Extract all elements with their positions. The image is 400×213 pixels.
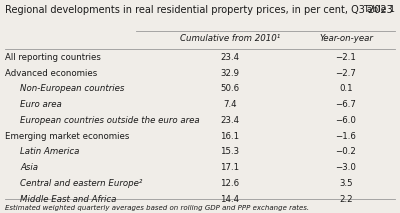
Text: −2.1: −2.1 <box>336 53 356 62</box>
Text: 14.4: 14.4 <box>220 195 240 204</box>
Text: 50.6: 50.6 <box>220 84 240 93</box>
Text: −1.6: −1.6 <box>336 132 356 141</box>
Text: All reporting countries: All reporting countries <box>5 53 101 62</box>
Text: 7.4: 7.4 <box>223 100 237 109</box>
Text: −0.2: −0.2 <box>336 147 356 156</box>
Text: −3.0: −3.0 <box>336 163 356 172</box>
Text: Emerging market economies: Emerging market economies <box>5 132 129 141</box>
Text: Year-on-year: Year-on-year <box>319 34 373 43</box>
Text: Non-European countries: Non-European countries <box>20 84 124 93</box>
Text: 17.1: 17.1 <box>220 163 240 172</box>
Text: 3.5: 3.5 <box>339 179 353 188</box>
Text: −2.7: −2.7 <box>336 69 356 78</box>
Text: Asia: Asia <box>20 163 38 172</box>
Text: Cumulative from 2010¹: Cumulative from 2010¹ <box>180 34 280 43</box>
Text: Middle East and Africa: Middle East and Africa <box>20 195 116 204</box>
Text: 12.6: 12.6 <box>220 179 240 188</box>
Text: −6.0: −6.0 <box>336 116 356 125</box>
Text: 23.4: 23.4 <box>220 116 240 125</box>
Text: Estimated weighted quarterly averages based on rolling GDP and PPP exchange rate: Estimated weighted quarterly averages ba… <box>5 205 309 211</box>
Text: Advanced economies: Advanced economies <box>5 69 97 78</box>
Text: Table 1: Table 1 <box>363 5 395 14</box>
Text: Central and eastern Europe²: Central and eastern Europe² <box>20 179 142 188</box>
Text: 16.1: 16.1 <box>220 132 240 141</box>
Text: 2.2: 2.2 <box>339 195 353 204</box>
Text: 32.9: 32.9 <box>220 69 240 78</box>
Text: 15.3: 15.3 <box>220 147 240 156</box>
Text: Latin America: Latin America <box>20 147 79 156</box>
Text: 23.4: 23.4 <box>220 53 240 62</box>
Text: Euro area: Euro area <box>20 100 62 109</box>
Text: European countries outside the euro area: European countries outside the euro area <box>20 116 200 125</box>
Text: Regional developments in real residential property prices, in per cent, Q3 2023: Regional developments in real residentia… <box>5 5 392 15</box>
Text: −6.7: −6.7 <box>336 100 356 109</box>
Text: 0.1: 0.1 <box>339 84 353 93</box>
